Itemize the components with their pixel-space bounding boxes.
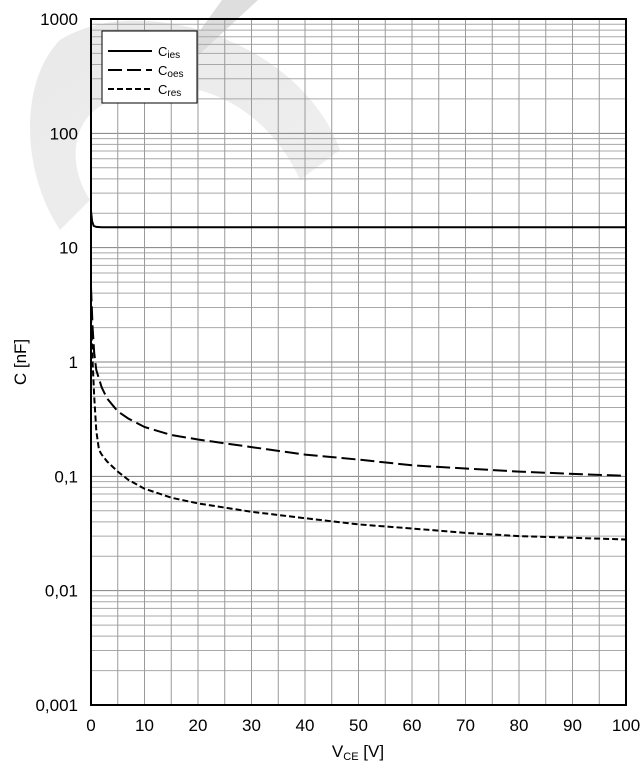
y-tick-label: 100 xyxy=(50,124,78,143)
grid xyxy=(91,19,626,706)
x-tick-label: 60 xyxy=(403,716,422,735)
y-tick-labels: 0,001 0,01 0,1 1 10 100 1000 xyxy=(35,10,78,715)
x-tick-label: 90 xyxy=(563,716,582,735)
x-axis-title-unit: [V] xyxy=(359,742,385,761)
y-tick-label: 0,01 xyxy=(45,582,78,601)
y-tick-label: 10 xyxy=(59,239,78,258)
x-tick-label: 70 xyxy=(456,716,475,735)
x-tick-label: 30 xyxy=(242,716,261,735)
series-res-line xyxy=(90,316,627,541)
plot-frame xyxy=(90,18,627,706)
y-tick-label: 0,1 xyxy=(54,467,78,486)
legend-label-res: Cres xyxy=(158,82,181,99)
x-tick-label: 80 xyxy=(510,716,529,735)
legend-box xyxy=(101,30,198,104)
x-tick-label: 20 xyxy=(189,716,208,735)
x-axis-title-main: V xyxy=(332,742,344,761)
y-tick-label: 1000 xyxy=(40,10,78,29)
x-tick-label: 50 xyxy=(349,716,368,735)
x-tick-label: 100 xyxy=(612,716,640,735)
y-axis-title: C [nF] xyxy=(11,339,30,385)
x-tick-label: 40 xyxy=(296,716,315,735)
legend: Cies Coes Cres xyxy=(101,30,198,104)
legend-label-ies: Cies xyxy=(158,44,180,61)
y-tick-label: 1 xyxy=(69,353,78,372)
x-tick-label: 0 xyxy=(86,716,95,735)
series-lines xyxy=(90,210,627,541)
legend-label-oes: Coes xyxy=(158,63,184,80)
series-ies-line xyxy=(90,210,626,229)
legend-items: Cies Coes Cres xyxy=(108,44,184,99)
x-axis-title-sub: CE xyxy=(343,751,358,763)
x-axis-title: VCE [V] xyxy=(332,742,384,763)
x-tick-label: 10 xyxy=(135,716,154,735)
series-oes-line xyxy=(90,287,627,477)
x-tick-labels: 0 10 20 30 40 50 60 70 80 90 100 xyxy=(86,716,640,735)
y-tick-label: 0,001 xyxy=(35,696,78,715)
